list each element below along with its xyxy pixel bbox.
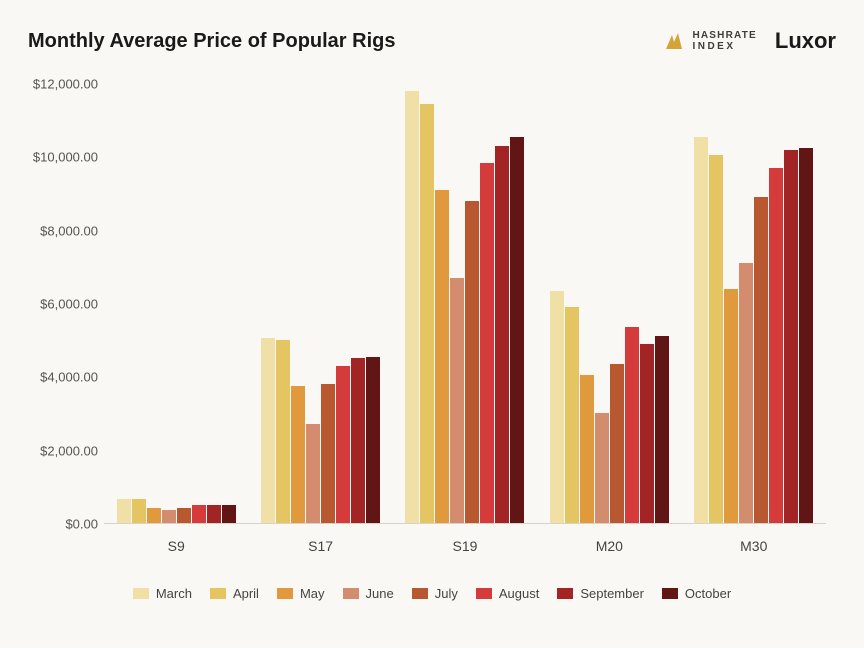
legend-swatch xyxy=(557,588,573,599)
bar xyxy=(192,505,206,523)
bar xyxy=(510,137,524,523)
legend-label: October xyxy=(685,586,731,601)
hashrate-index-text: HASHRATE INDEX xyxy=(692,30,756,52)
legend: March April May June July August September Octo… xyxy=(28,586,836,601)
x-tick-label: S19 xyxy=(405,538,525,554)
bar-group xyxy=(694,84,813,523)
bar-group xyxy=(117,84,236,523)
chart-plot-area: $0.00$2,000.00$4,000.00$6,000.00$8,000.0… xyxy=(104,84,826,524)
bar xyxy=(495,146,509,523)
bar xyxy=(550,291,564,523)
y-tick-label: $10,000.00 xyxy=(28,150,98,165)
bar xyxy=(435,190,449,523)
legend-item: June xyxy=(343,586,394,601)
y-tick-label: $2,000.00 xyxy=(28,443,98,458)
y-tick-label: $8,000.00 xyxy=(28,223,98,238)
bar xyxy=(261,338,275,523)
legend-label: March xyxy=(156,586,192,601)
plot-region xyxy=(104,84,826,524)
bar-group xyxy=(261,84,380,523)
bar xyxy=(351,358,365,523)
bar xyxy=(580,375,594,523)
bar xyxy=(405,91,419,523)
bar xyxy=(177,508,191,523)
bar-group xyxy=(550,84,669,523)
bar xyxy=(336,366,350,523)
legend-label: June xyxy=(366,586,394,601)
x-axis-labels: S9 S17 S19 M20 M30 xyxy=(104,538,826,554)
bar xyxy=(784,150,798,523)
x-tick-label: M30 xyxy=(694,538,814,554)
bar xyxy=(565,307,579,523)
legend-item: March xyxy=(133,586,192,601)
bar xyxy=(291,386,305,523)
bar xyxy=(306,424,320,523)
bar xyxy=(366,357,380,523)
bar xyxy=(321,384,335,523)
bar xyxy=(709,155,723,523)
bar xyxy=(739,263,753,523)
x-tick-label: S9 xyxy=(116,538,236,554)
y-tick-label: $0.00 xyxy=(28,517,98,532)
bar xyxy=(147,508,161,523)
legend-swatch xyxy=(343,588,359,599)
x-tick-label: S17 xyxy=(261,538,381,554)
bar xyxy=(595,413,609,523)
brand-area: HASHRATE INDEX Luxor xyxy=(661,28,836,54)
hashrate-index-logo: HASHRATE INDEX xyxy=(661,29,756,53)
bar xyxy=(799,148,813,523)
bar xyxy=(465,201,479,523)
hashrate-line1: HASHRATE xyxy=(692,30,756,41)
bar xyxy=(640,344,654,523)
legend-swatch xyxy=(476,588,492,599)
luxor-logo: Luxor xyxy=(775,28,836,54)
hashrate-line2: INDEX xyxy=(692,41,756,52)
bar-groups xyxy=(104,84,826,523)
y-tick-label: $6,000.00 xyxy=(28,297,98,312)
legend-label: July xyxy=(435,586,458,601)
bar xyxy=(222,505,236,523)
legend-item: September xyxy=(557,586,644,601)
bar xyxy=(724,289,738,523)
bar xyxy=(655,336,669,523)
chart-header: Monthly Average Price of Popular Rigs HA… xyxy=(28,28,836,54)
legend-swatch xyxy=(210,588,226,599)
legend-swatch xyxy=(133,588,149,599)
hashrate-icon xyxy=(661,29,685,53)
legend-swatch xyxy=(662,588,678,599)
bar xyxy=(625,327,639,523)
legend-label: September xyxy=(580,586,644,601)
bar xyxy=(132,499,146,523)
bar xyxy=(162,510,176,523)
legend-item: October xyxy=(662,586,731,601)
bar xyxy=(207,505,221,523)
y-tick-label: $4,000.00 xyxy=(28,370,98,385)
bar xyxy=(754,197,768,523)
legend-label: May xyxy=(300,586,325,601)
y-tick-label: $12,000.00 xyxy=(28,77,98,92)
bar xyxy=(694,137,708,523)
legend-swatch xyxy=(412,588,428,599)
bar-group xyxy=(405,84,524,523)
bar xyxy=(420,104,434,523)
legend-label: August xyxy=(499,586,539,601)
legend-label: April xyxy=(233,586,259,601)
legend-item: May xyxy=(277,586,325,601)
bar xyxy=(450,278,464,523)
legend-item: April xyxy=(210,586,259,601)
bar xyxy=(117,499,131,523)
y-axis: $0.00$2,000.00$4,000.00$6,000.00$8,000.0… xyxy=(28,84,98,524)
bar xyxy=(480,163,494,523)
chart-title: Monthly Average Price of Popular Rigs xyxy=(28,30,395,53)
x-tick-label: M20 xyxy=(549,538,669,554)
legend-item: July xyxy=(412,586,458,601)
bar xyxy=(610,364,624,523)
legend-swatch xyxy=(277,588,293,599)
legend-item: August xyxy=(476,586,539,601)
bar xyxy=(276,340,290,523)
bar xyxy=(769,168,783,523)
